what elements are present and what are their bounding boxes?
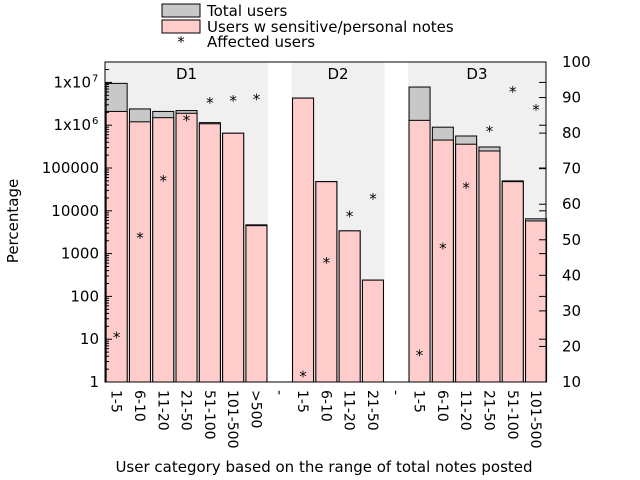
left-tick-label: 1 [89, 373, 99, 391]
bar-sensitive [478, 150, 501, 383]
left-tick-label: 1x10 [53, 73, 91, 91]
bars-layer [105, 82, 548, 383]
plot-border [104, 61, 547, 383]
affected-marker: * [183, 112, 191, 130]
category-separator: - [271, 390, 287, 395]
left-tick-label: 1000 [61, 245, 99, 263]
bar-sensitive [292, 97, 315, 383]
right-tick-label: 50 [562, 231, 581, 249]
category-label: 6-10 [317, 390, 333, 422]
bar-sensitive [152, 117, 175, 383]
category-label: 6-10 [131, 390, 147, 422]
right-tick-label: 90 [562, 89, 581, 107]
category-label: 101-500 [527, 390, 543, 449]
right-tick-label: 10 [562, 373, 581, 391]
left-tick-label: 10000 [51, 202, 99, 220]
category-label: 101-500 [224, 390, 240, 449]
group-labels: D1 D2 D3 [176, 65, 487, 83]
bar-sensitive [408, 119, 431, 383]
category-separator: - [387, 390, 403, 395]
category-label: 6-10 [434, 390, 450, 422]
category-label: 51-100 [504, 390, 520, 440]
affected-markers-layer: * * * * * * * * * * * * * * * * * [113, 83, 540, 385]
right-tick-label: 100 [562, 53, 591, 71]
affected-marker: * [113, 329, 121, 347]
category-label: 21-50 [364, 390, 380, 431]
category-label: 11-20 [341, 390, 357, 431]
legend-label-sensitive: Users w sensitive/personal notes [207, 18, 454, 36]
affected-marker: * [346, 208, 354, 226]
category-label: 51-100 [201, 390, 217, 440]
affected-marker: * [206, 94, 214, 112]
left-tick-label: 100 [70, 287, 99, 305]
group-label-d2: D2 [327, 65, 348, 83]
left-tick-label: 1x10 [53, 116, 91, 134]
affected-marker: * [323, 254, 331, 272]
left-tick-exponent: 7 [92, 73, 98, 84]
right-axis: 10 20 30 40 50 60 70 80 90 100 [539, 53, 591, 391]
bar-sensitive [361, 279, 384, 383]
affected-marker: * [532, 101, 540, 119]
bar-sensitive [175, 112, 198, 383]
right-tick-label: 20 [562, 337, 581, 355]
affected-marker: * [462, 179, 470, 197]
affected-marker: * [509, 83, 517, 101]
right-tick-label: 60 [562, 195, 581, 213]
y-axis-title: Percentage [4, 179, 22, 263]
affected-marker: * [229, 92, 237, 110]
legend-swatch-total [161, 3, 201, 18]
left-tick-exponent: 6 [92, 116, 98, 127]
category-label: >500 [247, 390, 263, 428]
affected-marker: * [136, 229, 144, 247]
affected-marker: * [299, 368, 307, 386]
bar-sensitive [525, 220, 548, 383]
category-label: 21-50 [178, 390, 194, 431]
legend-label-affected: Affected users [207, 33, 315, 51]
group-label-d3: D3 [466, 65, 487, 83]
group-label-d1: D1 [176, 65, 197, 83]
legend: Total users Users w sensitive/personal n… [161, 2, 454, 51]
category-label: 11-20 [154, 390, 170, 431]
left-tick-label: 10 [80, 330, 99, 348]
right-tick-label: 70 [562, 160, 581, 178]
category-label: 1-5 [411, 390, 427, 413]
category-label: 21-50 [480, 390, 496, 431]
affected-marker: * [369, 190, 377, 208]
category-label: 11-20 [457, 390, 473, 431]
bar-sensitive [501, 181, 524, 383]
category-label: 1-5 [108, 390, 124, 413]
category-label: 1-5 [294, 390, 310, 413]
bar-sensitive [222, 132, 245, 383]
bar-sensitive [338, 230, 361, 383]
affected-marker: * [160, 172, 168, 190]
bar-sensitive [315, 181, 338, 383]
legend-label-total: Total users [206, 2, 288, 20]
affected-marker: * [253, 90, 261, 108]
affected-marker: * [416, 346, 424, 364]
affected-marker: * [486, 122, 494, 140]
plot-frame [104, 61, 547, 383]
bar-sensitive [245, 225, 268, 383]
right-tick-label: 40 [562, 266, 581, 284]
legend-marker-affected: * [177, 33, 185, 51]
left-tick-label: 100000 [42, 159, 99, 177]
right-tick-label: 30 [562, 302, 581, 320]
bar-sensitive [431, 139, 454, 383]
bar-sensitive [128, 121, 151, 383]
category-axis: 1-5 6-10 11-20 21-50 51-100 101-500 >500 - 1-5 6-… [108, 390, 543, 449]
bar-sensitive [198, 123, 221, 383]
x-axis-title: User category based on the range of tota… [115, 458, 532, 476]
right-tick-label: 80 [562, 124, 581, 142]
legend-swatch-sensitive [161, 19, 201, 34]
affected-marker: * [439, 240, 447, 258]
